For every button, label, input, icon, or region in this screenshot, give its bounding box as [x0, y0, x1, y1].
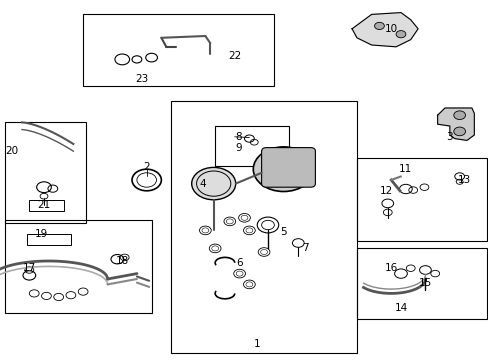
Text: 19: 19 [35, 229, 48, 239]
Text: 9: 9 [235, 143, 242, 153]
Text: 1: 1 [253, 339, 260, 349]
Circle shape [191, 167, 235, 200]
Circle shape [453, 127, 465, 136]
Text: 14: 14 [393, 303, 407, 313]
Text: 23: 23 [135, 74, 148, 84]
Circle shape [253, 147, 313, 192]
Text: 17: 17 [22, 263, 36, 273]
Text: 4: 4 [199, 179, 206, 189]
Text: 11: 11 [398, 164, 412, 174]
Text: 20: 20 [6, 146, 19, 156]
Text: 16: 16 [384, 263, 397, 273]
Text: 15: 15 [418, 278, 431, 288]
Text: 2: 2 [143, 162, 150, 172]
Polygon shape [351, 13, 417, 47]
Text: 6: 6 [236, 258, 243, 268]
Text: 3: 3 [446, 132, 452, 142]
Circle shape [453, 111, 465, 120]
Text: 12: 12 [379, 186, 392, 196]
Text: 5: 5 [280, 227, 286, 237]
Text: 13: 13 [457, 175, 470, 185]
Text: 7: 7 [302, 243, 308, 253]
Text: 8: 8 [235, 132, 242, 142]
Text: 22: 22 [227, 51, 241, 61]
Circle shape [374, 22, 384, 30]
Text: 21: 21 [37, 200, 51, 210]
FancyBboxPatch shape [261, 148, 315, 187]
Circle shape [395, 31, 405, 38]
Text: 10: 10 [384, 24, 397, 34]
Polygon shape [437, 108, 473, 140]
Text: 18: 18 [115, 256, 129, 266]
